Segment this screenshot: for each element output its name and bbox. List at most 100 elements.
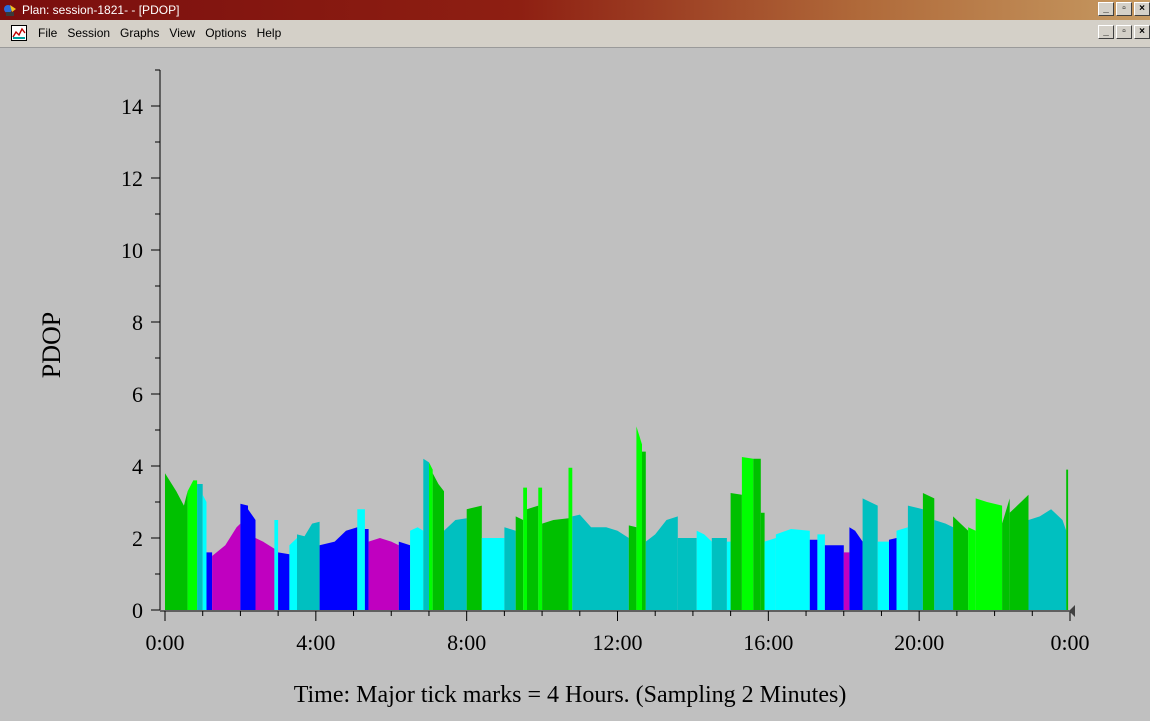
- pdop-segment-62: [1002, 498, 1010, 610]
- pdop-segment-3: [202, 494, 207, 610]
- doc-minimize-button[interactable]: _: [1098, 25, 1114, 39]
- pdop-segment-8: [255, 538, 275, 610]
- pdop-segment-48: [817, 534, 825, 610]
- y-tick-label: 2: [132, 526, 143, 551]
- pdop-segment-53: [877, 541, 889, 610]
- menu-view[interactable]: View: [169, 26, 196, 40]
- y-axis: 0 2 4 6 8 10 12 14: [121, 69, 161, 623]
- pdop-segment-15: [364, 529, 369, 610]
- pdop-segment-25: [504, 527, 516, 610]
- pdop-segment-12: [297, 521, 320, 610]
- y-tick-label: 8: [132, 310, 143, 335]
- title-bar: Plan: session-1821- - [PDOP] _ ▫ ×: [0, 0, 1150, 20]
- pdop-segment-38: [696, 530, 712, 610]
- pdop-segment-45: [764, 538, 776, 610]
- menu-help[interactable]: Help: [256, 26, 282, 40]
- menu-options[interactable]: Options: [205, 26, 247, 40]
- y-tick-label: 12: [121, 166, 143, 191]
- pdop-segment-22: [444, 518, 467, 610]
- pdop-segment-60: [968, 527, 976, 610]
- pdop-segment-50: [843, 552, 850, 610]
- pdop-segment-33: [628, 525, 637, 610]
- pdop-segment-64: [1028, 509, 1067, 610]
- x-tick-label: 12:00: [592, 630, 642, 655]
- pdop-segment-46: [775, 529, 810, 610]
- pdop-segment-6: [240, 503, 248, 610]
- pdop-segment-10: [278, 552, 290, 610]
- app-icon[interactable]: [3, 3, 17, 17]
- x-axis-label: Time: Major tick marks = 4 Hours. (Sampl…: [294, 682, 847, 708]
- pdop-segment-35: [642, 451, 646, 610]
- cursor-marker-icon[interactable]: [1069, 605, 1075, 617]
- x-tick-label: 20:00: [894, 630, 944, 655]
- y-tick-label: 14: [121, 94, 143, 119]
- x-tick-label: 4:00: [296, 630, 335, 655]
- pdop-segment-54: [889, 538, 897, 610]
- pdop-segment-16: [368, 538, 399, 610]
- pdop-segment-27: [523, 487, 527, 610]
- pdop-segment-51: [849, 527, 863, 610]
- x-tick-label: 8:00: [447, 630, 486, 655]
- x-tick-label: 16:00: [743, 630, 793, 655]
- pdop-segment-26: [515, 516, 524, 610]
- pdop-segment-30: [542, 518, 569, 610]
- pdop-segment-37: [677, 538, 697, 610]
- pdop-segment-29: [538, 487, 543, 610]
- pdop-segment-61: [975, 498, 1003, 610]
- x-axis: 0:00 4:00 8:00 12:00 16:00 20:00 0:00: [145, 605, 1090, 655]
- menu-file[interactable]: File: [38, 26, 58, 40]
- pdop-segment-42: [741, 457, 754, 610]
- pdop-segment-59: [953, 516, 969, 610]
- pdop-segment-32: [572, 514, 629, 610]
- doc-restore-button[interactable]: ▫: [1116, 25, 1132, 39]
- x-tick-label: 0:00: [1050, 630, 1089, 655]
- pdop-segment-19: [423, 458, 429, 610]
- pdop-segment-21: [432, 473, 444, 610]
- pdop-segment-58: [934, 520, 954, 610]
- pdop-segment-13: [319, 527, 358, 610]
- menu-graphs[interactable]: Graphs: [120, 26, 160, 40]
- pdop-segment-63: [1009, 494, 1029, 610]
- pdop-segment-36: [645, 516, 678, 610]
- doc-close-button[interactable]: ×: [1134, 25, 1150, 39]
- y-tick-label: 4: [132, 454, 143, 479]
- y-tick-label: 6: [132, 382, 143, 407]
- pdop-segment-39: [711, 538, 727, 610]
- pdop-segment-34: [636, 426, 642, 610]
- pdop-segment-28: [527, 505, 539, 610]
- pdop-segment-5: [212, 523, 241, 610]
- graph-document-icon[interactable]: [11, 25, 27, 41]
- x-tick-label: 0:00: [145, 630, 184, 655]
- pdop-segment-40: [726, 541, 731, 610]
- pdop-segment-0: [165, 473, 188, 610]
- pdop-segment-31: [568, 467, 573, 610]
- pdop-segment-43: [753, 458, 761, 610]
- pdop-segment-47: [809, 539, 818, 610]
- pdop-segment-44: [760, 512, 765, 610]
- pdop-segment-56: [907, 505, 923, 610]
- pdop-segment-17: [398, 541, 411, 610]
- minimize-button[interactable]: _: [1098, 2, 1114, 16]
- pdop-segment-49: [824, 545, 844, 610]
- pdop-segment-7: [248, 509, 256, 610]
- pdop-segment-1: [187, 480, 198, 610]
- pdop-segment-41: [730, 493, 742, 610]
- menu-bar: File Session Graphs View Options Help _ …: [0, 20, 1150, 48]
- pdop-segment-9: [274, 520, 279, 610]
- window-title: Plan: session-1821- - [PDOP]: [22, 3, 180, 17]
- pdop-segment-55: [896, 527, 908, 610]
- pdop-segment-65: [1066, 469, 1069, 610]
- restore-button[interactable]: ▫: [1116, 2, 1132, 16]
- close-button[interactable]: ×: [1134, 2, 1150, 16]
- y-tick-label: 10: [121, 238, 143, 263]
- pdop-segment-24: [481, 538, 505, 610]
- pdop-segment-2: [197, 484, 203, 610]
- y-tick-label: 0: [132, 598, 143, 623]
- y-axis-label: PDOP: [37, 312, 66, 378]
- pdop-segment-18: [410, 527, 424, 610]
- menu-session[interactable]: Session: [67, 26, 111, 40]
- pdop-area-series: [165, 426, 1069, 610]
- pdop-segment-52: [862, 498, 878, 610]
- pdop-segment-11: [289, 538, 297, 610]
